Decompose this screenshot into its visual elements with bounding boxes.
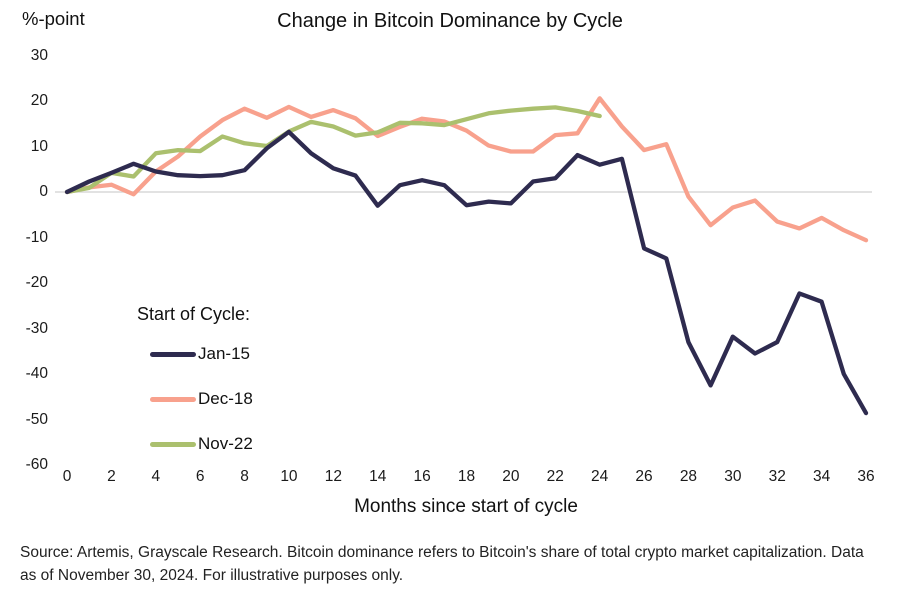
legend-label: Nov-22	[198, 434, 253, 453]
legend-swatch-nov-22	[150, 441, 196, 447]
legend-title: Start of Cycle:	[137, 304, 251, 324]
series-line-dec-18	[64, 96, 869, 243]
legend-items: Jan-15 Dec-18 Nov-22	[150, 339, 253, 459]
x-tick-label: 0	[62, 468, 72, 485]
y-tick-label: -20	[25, 274, 48, 291]
x-tick-label: 2	[107, 468, 116, 485]
x-tick-label: 24	[591, 468, 609, 485]
legend-item-jan-15: Jan-15	[150, 339, 253, 369]
legend-swatch-dec-18	[150, 396, 196, 402]
x-tick-label: 6	[195, 468, 205, 485]
legend-item-dec-18: Dec-18	[150, 384, 253, 414]
x-axis-label: Months since start of cycle	[354, 496, 578, 517]
x-tick-label: 20	[502, 468, 520, 485]
x-tick-label: 26	[635, 468, 653, 485]
x-tick-label: 22	[546, 468, 564, 485]
x-tick-label: 14	[369, 468, 387, 485]
y-tick-label: 0	[39, 183, 48, 200]
x-tick-label: 12	[324, 468, 342, 485]
x-tick-label: 36	[857, 468, 875, 485]
x-tick-label: 30	[724, 468, 742, 485]
x-tick-label: 4	[151, 468, 161, 485]
x-tick-label: 28	[679, 468, 698, 485]
x-tick-label: 8	[240, 468, 249, 485]
y-tick-label: -50	[25, 410, 48, 428]
y-tick-label: 30	[30, 46, 48, 64]
x-tick-label: 10	[280, 468, 298, 485]
series-line-jan-15	[64, 129, 869, 416]
x-tick-label: 18	[457, 468, 476, 485]
y-tick-label: 20	[30, 92, 48, 109]
y-tick-label: -10	[25, 228, 48, 246]
x-tick-label: 32	[768, 468, 786, 485]
legend: Start of Cycle: Jan-15 Dec-18 Nov-22	[137, 304, 253, 474]
y-tick-label: -60	[25, 456, 48, 473]
y-tick-label: -30	[25, 319, 48, 337]
x-tick-label: 16	[413, 468, 431, 485]
source-note: Source: Artemis, Grayscale Research. Bit…	[20, 544, 864, 585]
x-tick-label: 34	[812, 468, 831, 485]
chart-title: Change in Bitcoin Dominance by Cycle	[277, 10, 623, 32]
y-tick-label: -40	[25, 365, 48, 382]
legend-swatch-jan-15	[150, 351, 196, 357]
y-tick-label: 10	[30, 137, 48, 155]
legend-item-nov-22: Nov-22	[150, 429, 253, 459]
y-axis-unit-label: %-point	[22, 8, 85, 29]
legend-label: Dec-18	[198, 389, 253, 408]
legend-label: Jan-15	[198, 344, 250, 363]
series-line-nov-22	[64, 105, 602, 195]
